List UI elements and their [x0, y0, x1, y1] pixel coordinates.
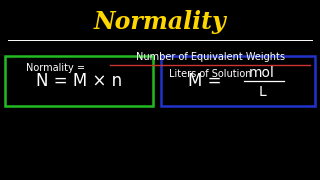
FancyBboxPatch shape [161, 56, 315, 106]
Text: Normality: Normality [94, 10, 226, 34]
Text: Number of Equivalent Weights: Number of Equivalent Weights [135, 52, 284, 62]
Text: Normality =: Normality = [26, 63, 88, 73]
Text: Liters of Solution: Liters of Solution [169, 69, 251, 79]
Text: mol: mol [249, 66, 275, 80]
FancyBboxPatch shape [5, 56, 153, 106]
Text: L: L [259, 85, 267, 99]
Text: M =: M = [188, 72, 222, 90]
Text: N = M × n: N = M × n [36, 72, 122, 90]
